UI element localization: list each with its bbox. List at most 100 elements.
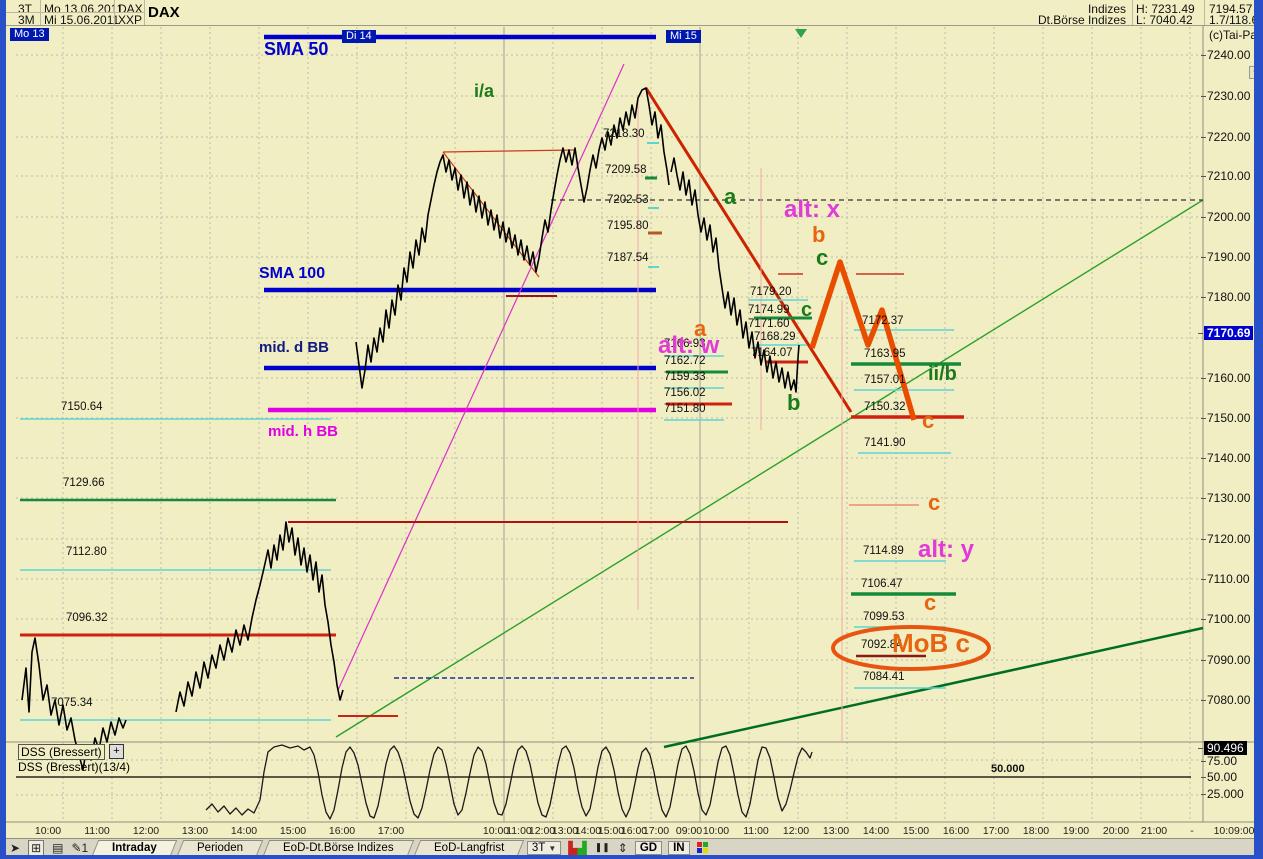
annotation-line: [442, 149, 575, 153]
price-level-label: 7075.34: [51, 697, 93, 709]
time-axis-label: 17:00: [642, 825, 670, 837]
tab-intraday[interactable]: Intraday: [91, 839, 178, 856]
price-axis-tick: 7110.00: [1201, 572, 1250, 586]
price-axis-tick: 7100.00: [1200, 612, 1251, 626]
wave-label: i/a: [474, 81, 495, 101]
tab-eod-langfrist[interactable]: EoD-Langfrist: [413, 839, 525, 856]
price-axis-tick: 7190.00: [1200, 250, 1251, 264]
wave-label: alt: x: [784, 196, 841, 223]
time-axis-label: 14:00: [862, 825, 890, 837]
osc-current-badge: 90.496: [1198, 741, 1247, 755]
indicator-label: SMA 100: [259, 265, 326, 282]
time-axis-label: 14:00: [230, 825, 258, 837]
period-select[interactable]: 3T ▼: [526, 840, 562, 855]
time-axis-label: 13:00: [822, 825, 850, 837]
expand-indicator-button[interactable]: +: [109, 744, 124, 759]
price-level-label: 7166.93: [664, 338, 706, 350]
time-axis-label: 12:00: [782, 825, 810, 837]
wave-label: alt: y: [918, 536, 975, 563]
collapse-button[interactable]: −: [1249, 66, 1254, 79]
price-level-label: 7162.72: [664, 355, 706, 367]
time-axis-label: 12:00: [528, 825, 556, 837]
wave-label: a: [724, 184, 737, 209]
time-axis-label: 16:00: [620, 825, 648, 837]
chart-type-icon[interactable]: ▙▟: [568, 840, 587, 855]
time-axis-label: 15:00: [279, 825, 307, 837]
price-level-label: 7096.32: [66, 612, 108, 624]
gd-button[interactable]: GD: [634, 840, 663, 855]
time-axis-label: 11:00: [506, 825, 532, 837]
tab-label: Intraday: [112, 841, 157, 854]
time-axis-label: 16:00: [328, 825, 356, 837]
bars-icon[interactable]: ❚❚: [594, 842, 610, 852]
osc-axis-tick: 25.000: [1201, 787, 1244, 801]
period-cell-2: 3M: [18, 13, 35, 27]
indicator-label: SMA 50: [264, 39, 329, 59]
spinner-icon[interactable]: ⇕: [617, 840, 628, 855]
time-axis-label: 12:00: [132, 825, 160, 837]
wave-label: a: [694, 316, 707, 341]
date-cell-2: Mi 15.06.2011: [44, 13, 120, 27]
time-axis-label: 15:00: [902, 825, 930, 837]
wave-label: b: [812, 222, 826, 247]
price-axis-tick: 7080.00: [1200, 693, 1251, 707]
osc-axis-tick: 75.00: [1200, 754, 1238, 768]
pencil-icon[interactable]: ✎1: [71, 840, 89, 855]
price-level-label: 7112.80: [66, 546, 107, 558]
price-level-label: 7151.80: [664, 403, 706, 415]
price-level-label: 7171.60: [748, 318, 790, 330]
tab-eod-dtboerse[interactable]: EoD-Dt.Börse Indizes: [262, 839, 414, 856]
day-badge-mi: Mi 15: [666, 30, 701, 43]
notes-icon[interactable]: ▤: [52, 840, 64, 855]
in-button[interactable]: IN: [668, 840, 690, 855]
price-axis-tick: 7230.00: [1200, 89, 1251, 103]
price-series-day2: [355, 87, 670, 389]
tab-perioden[interactable]: Perioden: [176, 839, 264, 856]
window-border-bottom: [6, 855, 1254, 859]
pin-icon[interactable]: ➤: [10, 840, 21, 855]
annotation-line: [337, 63, 625, 691]
price-level-label: 7106.47: [861, 578, 903, 590]
time-axis-label: 19:00: [1062, 825, 1090, 837]
tab-label: Perioden: [196, 841, 243, 854]
annotation-line: [335, 199, 1204, 738]
bottom-toolbar: ➤ ⊞ ▤ ✎1 Intraday Perioden EoD-Dt.Börse …: [6, 838, 1254, 856]
oscillator-series: [205, 744, 813, 820]
time-axis-label: 21:00: [1140, 825, 1168, 837]
price-axis-tick: 7200.00: [1200, 210, 1251, 224]
price-level-label: 7150.32: [864, 401, 906, 413]
price-level-label: 7168.29: [754, 331, 796, 343]
quote-value: 7194.57: [1209, 2, 1253, 16]
mob-ellipse: [831, 625, 991, 671]
annotation-line: [644, 87, 853, 413]
price-level-label: 7218.30: [603, 128, 645, 140]
index-group-label: Indizes: [1087, 2, 1126, 16]
price-level-label: 7164.07: [751, 347, 793, 359]
time-axis-label: 17:00: [982, 825, 1010, 837]
price-axis-tick: 7150.00: [1200, 411, 1251, 425]
chevron-down-icon: ▼: [548, 843, 557, 853]
wave-label: alt: w: [658, 332, 720, 359]
time-axis-dash: -: [1190, 825, 1194, 837]
marker-triangle-icon: [795, 29, 807, 38]
clover-icon[interactable]: [696, 842, 708, 853]
time-axis-label: 17:00: [377, 825, 405, 837]
chart-title: DAX: [148, 4, 180, 21]
oscillator-params-label: DSS (Bressert)(13/4): [18, 760, 131, 774]
price-level-label: 7174.99: [748, 304, 790, 316]
time-axis-label: 10:00: [482, 825, 510, 837]
time-axis-label: 11:00: [743, 825, 769, 837]
wave-label: c: [816, 245, 829, 270]
window-icon[interactable]: ⊞: [28, 839, 45, 856]
current-price-badge: 7170.69: [1197, 326, 1254, 340]
day-badge-mo: Mo 13: [10, 28, 49, 41]
time-axis-label: 10:00: [702, 825, 730, 837]
price-series-day3: [670, 157, 800, 393]
price-axis-tick: 7210.00: [1200, 169, 1251, 183]
price-axis-tick: 7240.00: [1200, 48, 1251, 62]
price-level-label: 7156.02: [664, 387, 706, 399]
price-axis-tick: 7120.00: [1200, 532, 1251, 546]
wave-label: b: [787, 390, 801, 415]
time-axis-label: 18:00: [1022, 825, 1050, 837]
time-axis-label: 15:00: [597, 825, 625, 837]
